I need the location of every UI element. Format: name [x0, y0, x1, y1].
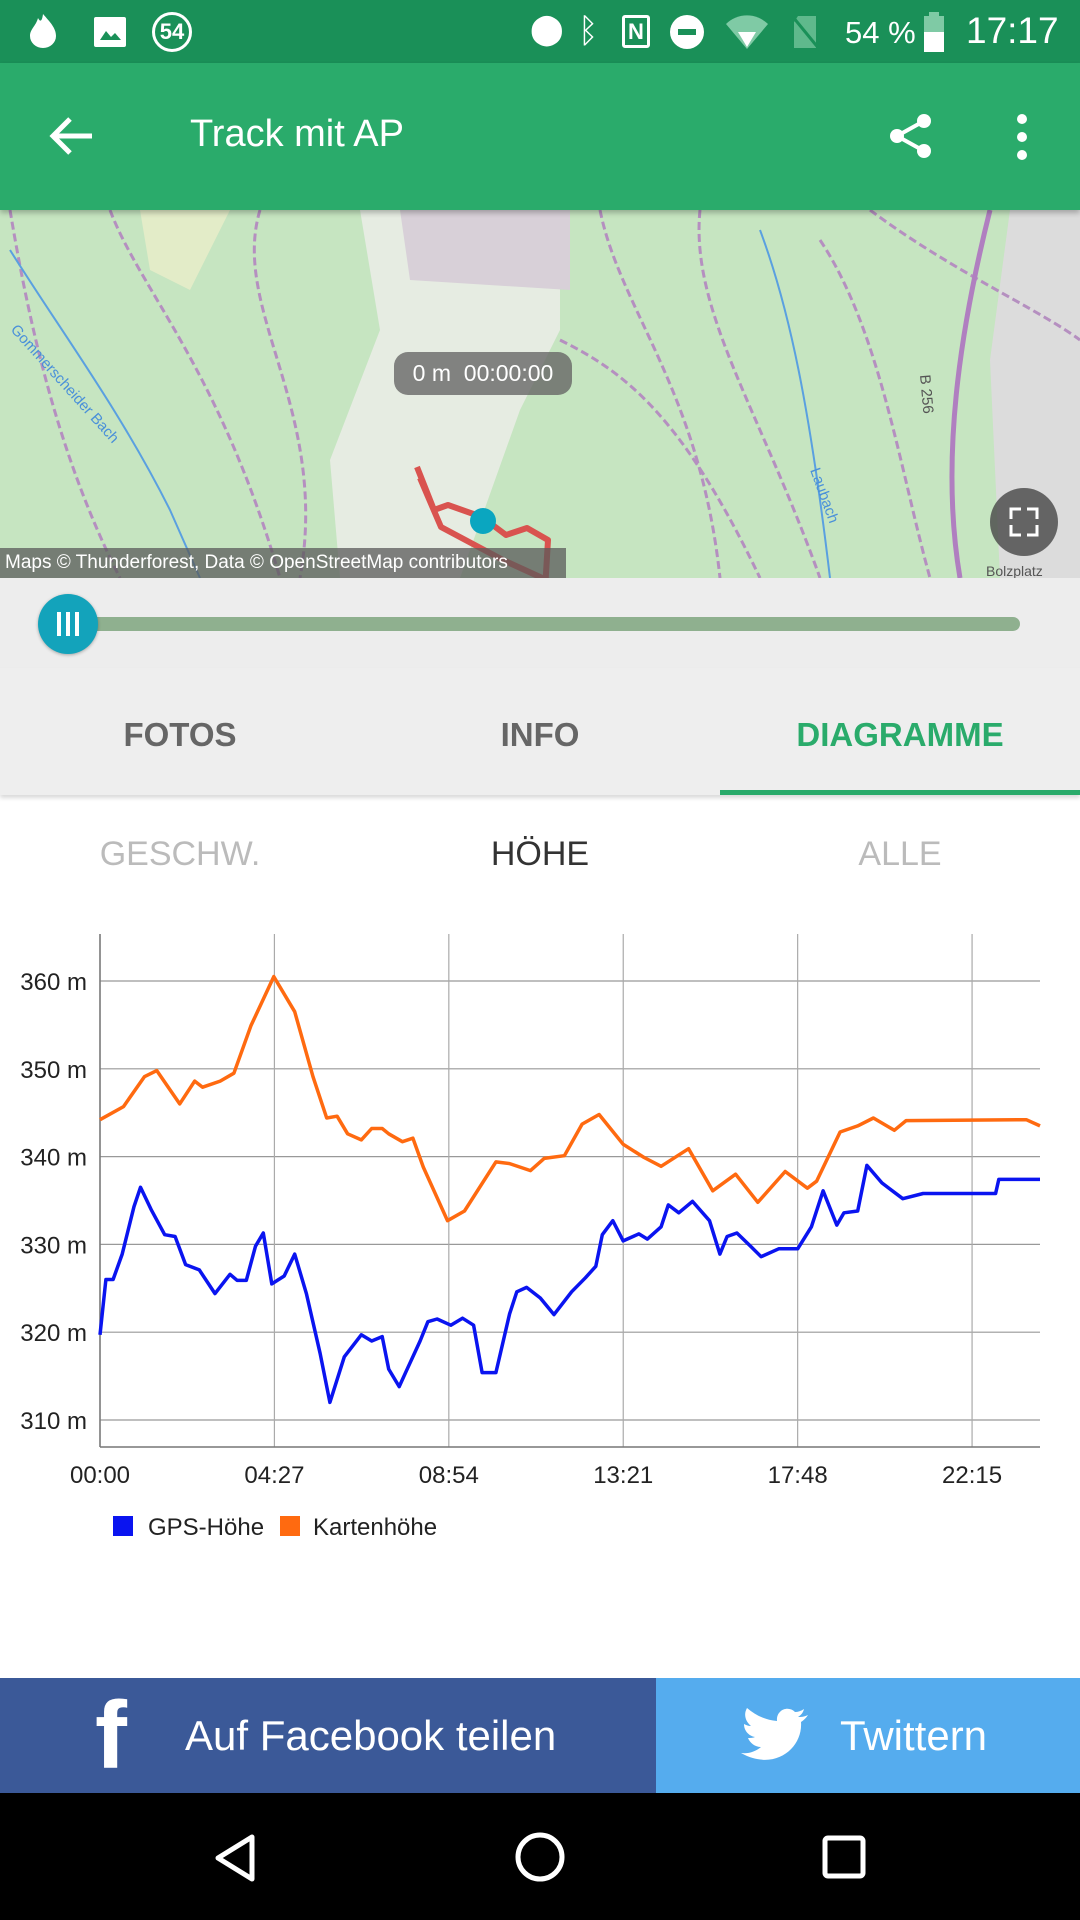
battery-percent: 54 %	[845, 15, 916, 50]
facebook-share-button[interactable]: f Auf Facebook teilen	[0, 1678, 656, 1793]
subtab-hoehe[interactable]: HÖHE	[490, 835, 590, 873]
tab-diagramme[interactable]: DIAGRAMME	[796, 716, 1004, 753]
map-label-b256: B 256	[916, 374, 936, 415]
chart-legend: GPS-Höhe Kartenhöhe	[113, 1514, 437, 1541]
more-options-icon[interactable]	[1012, 113, 1032, 161]
back-nav-icon[interactable]	[212, 1833, 258, 1883]
share-bar: f Auf Facebook teilen Twittern	[0, 1678, 1080, 1793]
twitter-label: Twittern	[840, 1712, 988, 1759]
legend-label-gps: GPS-Höhe	[148, 1514, 264, 1541]
tab-fotos[interactable]: FOTOS	[123, 716, 237, 753]
twitter-share-button[interactable]: Twittern	[656, 1678, 1080, 1793]
elevation-chart: 310 m 320 m 330 m 340 m 350 m 360 m 00:00 04:2…	[20, 934, 1041, 1541]
page-title: Track mit AP	[190, 113, 404, 155]
twitter-bird-icon	[741, 1708, 808, 1760]
slider-thumb[interactable]	[38, 594, 98, 654]
nfc-icon: N	[622, 15, 650, 48]
x-tick-label: 17:48	[768, 1462, 828, 1489]
series-line-kartenhoehe	[99, 974, 1041, 1223]
map-label-bolzplatz: Bolzplatz	[986, 563, 1043, 578]
battery-icon	[924, 12, 944, 52]
back-arrow-icon[interactable]	[48, 115, 94, 157]
legend-swatch-gps	[113, 1516, 133, 1536]
flame-icon	[30, 14, 56, 48]
clock: 17:17	[966, 10, 1059, 51]
y-tick-label: 340 m	[20, 1145, 87, 1172]
map-canvas[interactable]: Gommerscheider Bach Laubach B 256 Bolzpl…	[0, 210, 1080, 578]
notification-count-badge: 54	[152, 12, 192, 52]
track-position-slider[interactable]	[0, 578, 1080, 668]
share-icon[interactable]	[888, 113, 934, 159]
map-view[interactable]: Gommerscheider Bach Laubach B 256 Bolzpl…	[0, 210, 1080, 578]
current-position-marker	[470, 508, 496, 534]
facebook-label: Auf Facebook teilen	[185, 1712, 557, 1759]
status-bar: 54 ⬤ ᛒ N 54 % 17:17	[0, 0, 1080, 63]
app-bar: Track mit AP	[0, 63, 1080, 210]
navigation-bar	[0, 1793, 1080, 1920]
x-tick-label: 00:00	[70, 1462, 130, 1489]
active-tab-indicator	[720, 790, 1080, 795]
location-icon: ⬤	[530, 13, 564, 46]
y-tick-label: 310 m	[20, 1408, 87, 1435]
no-sim-icon	[791, 16, 822, 51]
y-tick-label: 330 m	[20, 1232, 87, 1259]
series-line-gps-hoehe	[98, 1163, 1040, 1405]
y-tick-label: 360 m	[20, 969, 87, 996]
subtab-alle[interactable]: ALLE	[858, 835, 942, 873]
drag-handle-icon	[57, 612, 79, 636]
facebook-icon: f	[95, 1682, 127, 1789]
y-tick-label: 350 m	[20, 1057, 87, 1084]
recents-nav-icon[interactable]	[821, 1834, 867, 1880]
fullscreen-icon	[1009, 507, 1039, 537]
tab-bar: FOTOS INFO DIAGRAMME	[0, 668, 1080, 795]
legend-swatch-karte	[280, 1516, 300, 1536]
home-nav-icon[interactable]	[514, 1831, 566, 1883]
bluetooth-icon: ᛒ	[578, 12, 599, 50]
image-icon	[94, 17, 126, 47]
map-attribution: Maps © Thunderforest, Data © OpenStreetM…	[0, 548, 566, 578]
do-not-disturb-icon	[670, 15, 704, 49]
legend-label-karte: Kartenhöhe	[313, 1514, 437, 1541]
x-tick-label: 08:54	[419, 1462, 479, 1489]
x-tick-label: 13:21	[593, 1462, 653, 1489]
tab-info[interactable]: INFO	[500, 716, 580, 753]
position-tooltip: 0 m 00:00:00	[394, 352, 572, 395]
x-tick-label: 04:27	[244, 1462, 304, 1489]
subtab-geschw[interactable]: GESCHW.	[99, 835, 261, 873]
x-tick-label: 22:15	[942, 1462, 1002, 1489]
slider-track[interactable]	[68, 617, 1020, 631]
y-tick-label: 320 m	[20, 1320, 87, 1347]
wifi-icon	[726, 15, 768, 49]
fullscreen-button[interactable]	[990, 488, 1058, 556]
